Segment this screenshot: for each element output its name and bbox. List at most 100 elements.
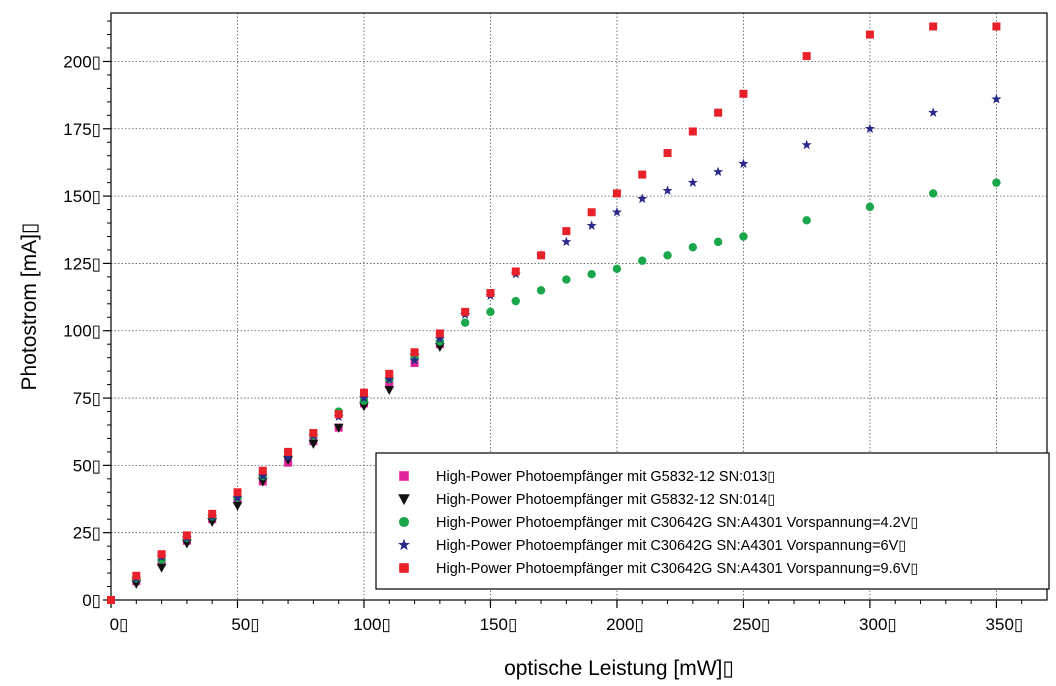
legend-entry-5: High-Power Photoempfänger mit C30642G SN… bbox=[436, 561, 918, 577]
series-5-point bbox=[208, 509, 217, 518]
series-5-point bbox=[385, 369, 394, 378]
x-axis-title: optische Leistung [mW]▯ bbox=[504, 657, 734, 680]
x-tick-label: 0▯ bbox=[110, 615, 129, 634]
series-5-point bbox=[182, 531, 191, 540]
series-3-point bbox=[688, 243, 698, 252]
x-tick-label: 200▯ bbox=[606, 615, 644, 634]
series-5-point bbox=[802, 52, 811, 61]
x-tick-label: 50▯ bbox=[231, 615, 259, 634]
series-5-point bbox=[511, 267, 520, 276]
series-3-point bbox=[460, 318, 470, 327]
series-5-point bbox=[537, 251, 546, 260]
legend-entry-4: High-Power Photoempfänger mit C30642G SN… bbox=[436, 538, 906, 554]
data-points bbox=[107, 22, 1002, 604]
series-3-point bbox=[802, 216, 811, 225]
series-2-point bbox=[359, 402, 369, 412]
y-tick-label: 100▯ bbox=[63, 322, 101, 341]
series-3-point bbox=[587, 269, 596, 279]
legend-entry-1: High-Power Photoempfänger mit G5832-12 S… bbox=[436, 469, 775, 485]
series-5-point bbox=[461, 307, 470, 316]
series-5-point bbox=[688, 127, 697, 136]
y-tick-label: 75▯ bbox=[73, 389, 101, 408]
series-4-point bbox=[738, 158, 749, 169]
series-4-point bbox=[713, 166, 724, 177]
series-3-point bbox=[739, 232, 748, 241]
series-4-point bbox=[864, 123, 875, 134]
series-3-point bbox=[713, 237, 723, 247]
series-5-point bbox=[992, 22, 1001, 31]
series-2-point bbox=[333, 423, 344, 433]
series-5-point bbox=[107, 596, 115, 604]
y-tick-label: 150▯ bbox=[63, 187, 101, 206]
series-5-point bbox=[638, 170, 647, 179]
y-tick-label: 200▯ bbox=[63, 52, 101, 71]
series-5-point bbox=[739, 89, 748, 98]
series-3-point bbox=[562, 275, 571, 284]
series-4-point bbox=[561, 236, 572, 247]
series-5-point bbox=[359, 388, 368, 397]
x-tick-label: 350▯ bbox=[986, 615, 1024, 634]
series-4-point bbox=[434, 333, 445, 344]
series-2-point bbox=[435, 342, 445, 352]
y-tick-label: 50▯ bbox=[73, 456, 101, 475]
series-5-point bbox=[929, 22, 938, 31]
series-3-point bbox=[486, 307, 495, 317]
series-4-point bbox=[232, 492, 243, 502]
series-4-point bbox=[358, 392, 369, 403]
series-4-point bbox=[384, 373, 395, 384]
series-5-point bbox=[562, 227, 571, 236]
series-3-point bbox=[511, 296, 520, 306]
series-4-point bbox=[586, 220, 597, 230]
legend: High-Power Photoempfänger mit G5832-12 S… bbox=[375, 452, 1050, 590]
series-5-point bbox=[157, 550, 166, 559]
y-tick-label: 175▯ bbox=[63, 120, 101, 139]
series-4-point bbox=[257, 470, 268, 481]
legend-symbol-4 bbox=[397, 538, 411, 551]
plot-frame bbox=[110, 12, 1048, 601]
series-1-point bbox=[385, 380, 394, 389]
y-tick-label: 125▯ bbox=[63, 254, 101, 273]
legend-entry-3: High-Power Photoempfänger mit C30642G SN… bbox=[436, 515, 918, 531]
series-5-point bbox=[309, 429, 318, 438]
series-3-point bbox=[638, 256, 647, 265]
series-1-point bbox=[410, 359, 419, 368]
series-3-point bbox=[612, 264, 622, 274]
x-tick-label: 300▯ bbox=[859, 615, 897, 634]
series-3-point bbox=[663, 251, 672, 260]
series-2-point bbox=[384, 386, 395, 396]
series-3-point bbox=[928, 189, 938, 198]
series-3-point bbox=[536, 286, 546, 295]
legend-symbol-5 bbox=[399, 563, 409, 573]
x-tick-label: 250▯ bbox=[733, 615, 771, 634]
y-tick-labels: 0▯ 25▯ 50▯ 75▯ 100▯ 125▯ 150▯ 175▯ 200▯ bbox=[63, 52, 101, 610]
series-2-point bbox=[156, 563, 167, 573]
series-5-point bbox=[334, 410, 343, 419]
y-tick-label: 0▯ bbox=[82, 591, 101, 610]
series-5-point bbox=[486, 289, 495, 298]
series-2-point bbox=[283, 456, 293, 466]
series-3-point bbox=[992, 178, 1001, 187]
series-4-point bbox=[637, 193, 648, 204]
series-4-point bbox=[687, 177, 698, 187]
series-4-point bbox=[662, 185, 673, 195]
series-5-point bbox=[435, 329, 444, 338]
legend-symbol-1 bbox=[399, 471, 409, 481]
series-5-point bbox=[663, 149, 672, 158]
x-tick-label: 100▯ bbox=[353, 615, 391, 634]
x-tick-label: 150▯ bbox=[480, 615, 518, 634]
series-5-point bbox=[410, 348, 419, 357]
legend-box bbox=[375, 452, 1050, 590]
series-5-point bbox=[587, 208, 596, 217]
x-tick-labels: 0▯ 50▯ 100▯ 150▯ 200▯ 250▯ 300▯ 350▯ bbox=[110, 615, 1024, 634]
series-3-point bbox=[865, 202, 875, 212]
series-4-point bbox=[283, 452, 294, 462]
series-5-point bbox=[612, 189, 621, 198]
legend-entry-2: High-Power Photoempfänger mit G5832-12 S… bbox=[436, 492, 775, 508]
series-5-point bbox=[132, 571, 141, 580]
series-2-point bbox=[232, 501, 243, 511]
series-4-point bbox=[611, 206, 622, 217]
series-4-point bbox=[409, 355, 420, 365]
y-axis-title: Photostrom [mA]▯ bbox=[18, 223, 41, 391]
series-5-point bbox=[258, 466, 267, 475]
